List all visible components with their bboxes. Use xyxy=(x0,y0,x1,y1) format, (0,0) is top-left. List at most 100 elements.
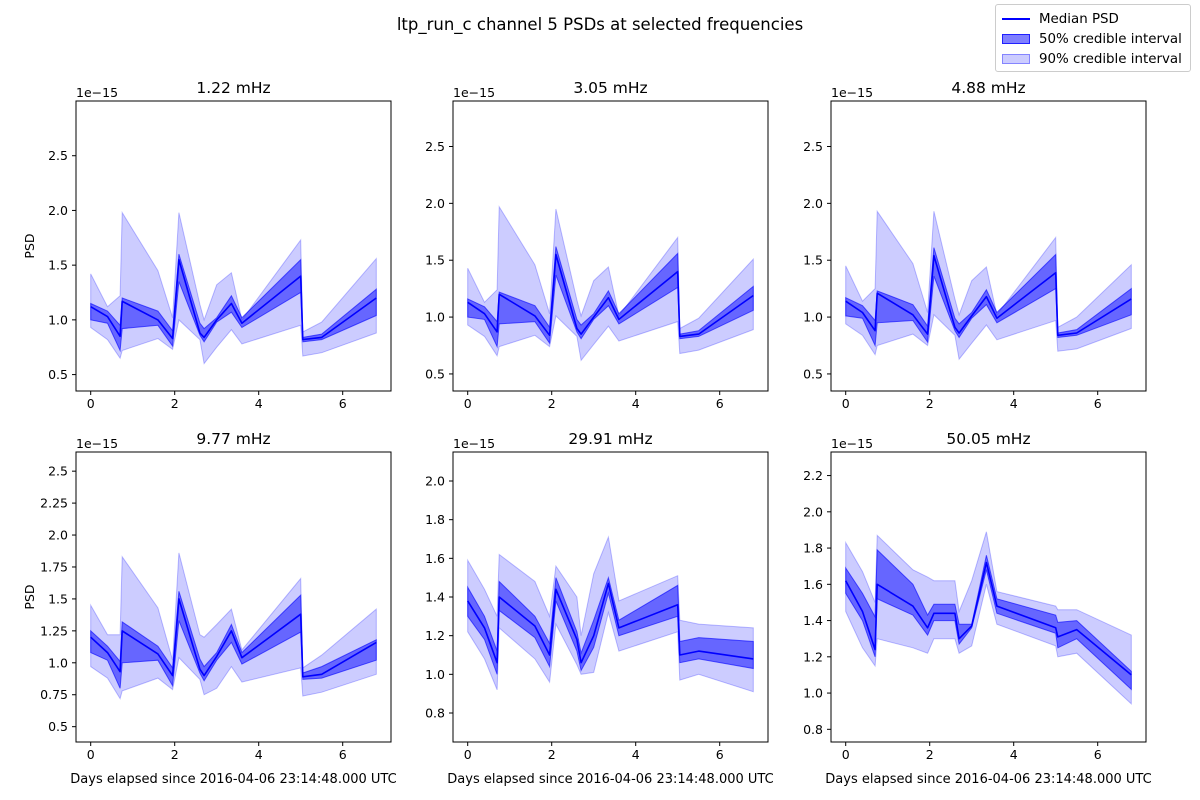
median-line xyxy=(844,561,1132,676)
y-tick-label: 1.5 xyxy=(803,253,823,268)
subplot-6: 0 2 4 6 0.8 1.0 1.2 1.4 1.6 1.8 2.0 2.2 50.05 mHz 1e−… xyxy=(803,430,1152,787)
subplot-title: 29.91 mHz xyxy=(568,430,652,448)
x-axis-label: Days elapsed since 2016-04-06 23:14:48.0… xyxy=(70,772,396,787)
x-tick-label: 0 xyxy=(87,747,95,762)
band-90 xyxy=(845,209,1132,361)
y-tick-label: 0.5 xyxy=(48,719,68,734)
y-tick-label: 1.2 xyxy=(803,649,823,664)
x-tick-label: 2 xyxy=(548,396,556,411)
y-tick-label: 1.0 xyxy=(803,686,823,701)
median-line xyxy=(467,253,754,338)
y-tick-label: 1.4 xyxy=(803,613,823,628)
y-tick-label: 1.0 xyxy=(48,655,68,670)
y-tick-label: 0.75 xyxy=(40,687,68,702)
legend-label-90: 90% credible interval xyxy=(1039,51,1182,67)
x-tick-label: 6 xyxy=(716,396,724,411)
y-tick-label: 1.8 xyxy=(803,541,823,556)
axis-offset-text: 1e−15 xyxy=(831,85,873,100)
y-tick-label: 2.0 xyxy=(425,196,445,211)
y-tick-label: 2.2 xyxy=(803,468,823,483)
y-tick-label: 0.5 xyxy=(803,366,823,381)
band-50 xyxy=(845,548,1132,691)
y-tick-label: 2.25 xyxy=(40,496,68,511)
y-tick-label: 1.0 xyxy=(425,667,445,682)
x-axis-label: Days elapsed since 2016-04-06 23:14:48.0… xyxy=(447,772,773,787)
y-axis-label: PSD xyxy=(22,584,37,609)
x-tick-label: 0 xyxy=(842,747,850,762)
y-tick-label: 1.0 xyxy=(425,310,445,325)
band-90 xyxy=(90,552,377,700)
axes-frame xyxy=(75,100,392,392)
x-tick-label: 0 xyxy=(464,747,472,762)
x-tick-label: 4 xyxy=(1010,747,1018,762)
x-tick-label: 6 xyxy=(716,747,724,762)
median-line xyxy=(467,582,754,664)
subplot-3: 0 2 4 6 0.5 1.0 1.5 2.0 2.5 4.88 mHz 1e−15 xyxy=(803,79,1147,411)
y-tick-label: 2.0 xyxy=(425,474,445,489)
legend-swatch-median xyxy=(1002,18,1030,20)
y-tick-label: 1.5 xyxy=(48,591,68,606)
subplot-title: 50.05 mHz xyxy=(946,430,1030,448)
legend-item-90: 90% credible interval xyxy=(1002,50,1182,68)
y-tick-label: 2.5 xyxy=(803,139,823,154)
chart-legend: Median PSD 50% credible interval 90% cre… xyxy=(995,4,1191,72)
x-tick-label: 2 xyxy=(171,396,179,411)
x-tick-label: 2 xyxy=(926,396,934,411)
x-tick-label: 4 xyxy=(255,396,263,411)
x-tick-label: 6 xyxy=(1094,396,1102,411)
y-tick-label: 1.4 xyxy=(425,590,445,605)
y-tick-label: 2.0 xyxy=(48,528,68,543)
band-90 xyxy=(90,210,377,365)
x-tick-label: 4 xyxy=(632,747,640,762)
subplot-title: 1.22 mHz xyxy=(196,79,270,97)
axis-offset-text: 1e−15 xyxy=(453,436,495,451)
band-90 xyxy=(467,205,754,362)
y-tick-label: 1.25 xyxy=(40,623,68,638)
median-line xyxy=(90,258,377,341)
legend-item-50: 50% credible interval xyxy=(1002,30,1182,48)
x-axis-label: Days elapsed since 2016-04-06 23:14:48.0… xyxy=(825,772,1151,787)
x-tick-label: 2 xyxy=(926,747,934,762)
y-tick-label: 2.5 xyxy=(48,148,68,163)
axis-offset-text: 1e−15 xyxy=(453,85,495,100)
x-tick-label: 2 xyxy=(171,747,179,762)
y-tick-label: 1.75 xyxy=(40,559,68,574)
subplot-4: 0 2 4 6 0.5 0.75 1.0 1.25 1.5 1.75 2.0 2.25 2.5 9.77 … xyxy=(22,430,397,787)
subplot-title: 3.05 mHz xyxy=(573,79,647,97)
y-axis-label: PSD xyxy=(22,233,37,258)
y-tick-label: 2.0 xyxy=(48,203,68,218)
legend-label-50: 50% credible interval xyxy=(1039,31,1182,47)
legend-swatch-50 xyxy=(1002,34,1030,44)
y-tick-label: 1.5 xyxy=(48,258,68,273)
y-tick-label: 1.8 xyxy=(425,512,445,527)
figure-suptitle: ltp_run_c channel 5 PSDs at selected fre… xyxy=(397,15,803,35)
x-tick-label: 4 xyxy=(1010,396,1018,411)
axis-offset-text: 1e−15 xyxy=(76,436,118,451)
x-tick-label: 6 xyxy=(1094,747,1102,762)
band-50 xyxy=(467,575,754,675)
median-line xyxy=(845,254,1132,337)
axes-frame xyxy=(452,100,769,392)
y-tick-label: 1.6 xyxy=(425,551,445,566)
y-tick-label: 2.5 xyxy=(48,464,68,479)
x-tick-label: 4 xyxy=(632,396,640,411)
legend-swatch-90 xyxy=(1002,54,1030,64)
axes-frame xyxy=(75,451,392,743)
x-tick-label: 6 xyxy=(339,747,347,762)
y-tick-label: 2.0 xyxy=(803,504,823,519)
subplot-1: 0 2 4 6 0.5 1.0 1.5 2.0 2.5 1.22 mHz 1e−15 PSD xyxy=(22,79,392,411)
x-tick-label: 0 xyxy=(87,396,95,411)
y-tick-label: 0.5 xyxy=(48,367,68,382)
legend-item-median: Median PSD xyxy=(1002,10,1119,28)
x-tick-label: 6 xyxy=(339,396,347,411)
legend-label-median: Median PSD xyxy=(1039,11,1119,27)
subplot-title: 9.77 mHz xyxy=(196,430,270,448)
subplot-5: 0 2 4 6 0.8 1.0 1.2 1.4 1.6 1.8 2.0 29.91 mHz 1e−15 D… xyxy=(425,430,774,787)
y-tick-label: 0.5 xyxy=(425,366,445,381)
x-tick-label: 4 xyxy=(255,747,263,762)
x-tick-label: 0 xyxy=(842,396,850,411)
y-tick-label: 2.5 xyxy=(425,139,445,154)
y-tick-label: 1.2 xyxy=(425,628,445,643)
